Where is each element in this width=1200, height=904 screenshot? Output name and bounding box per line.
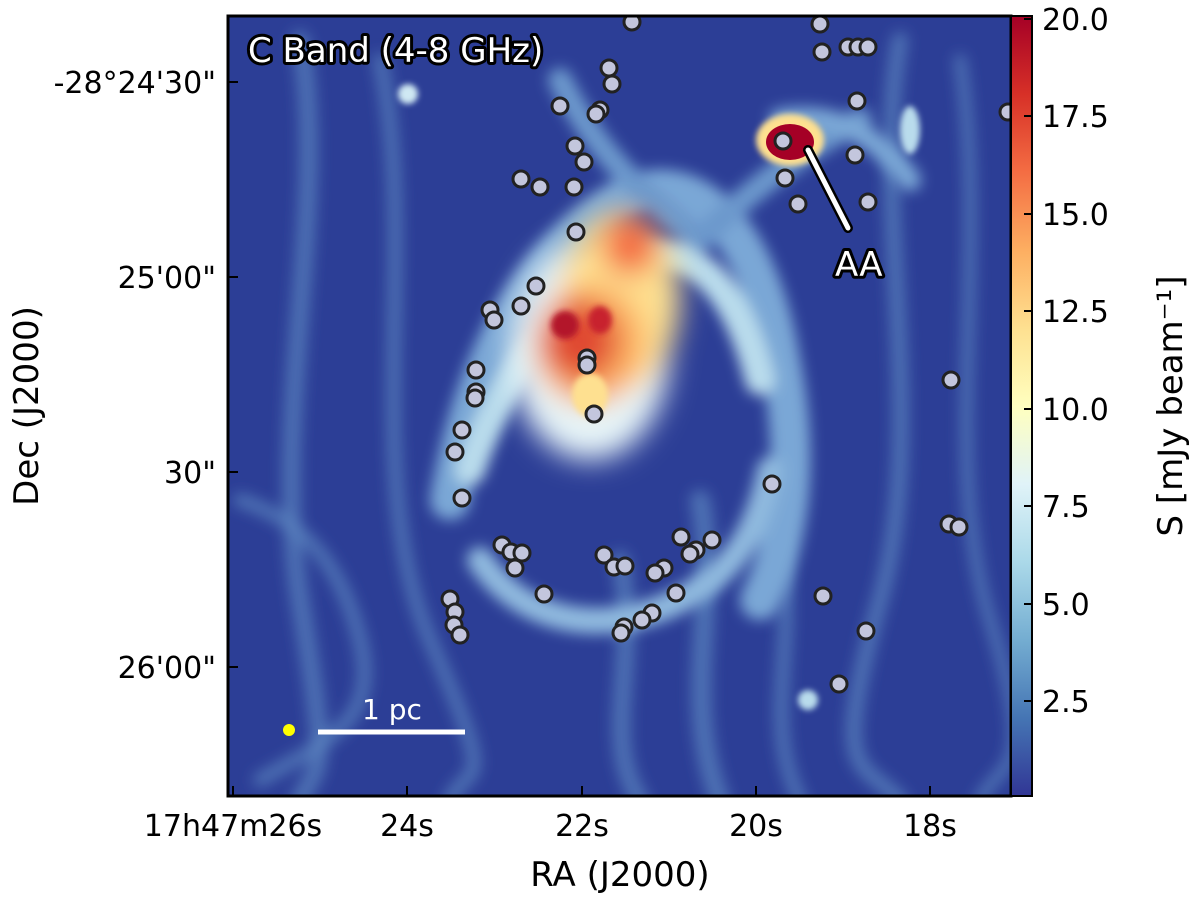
source-marker — [577, 355, 597, 375]
source-marker — [998, 102, 1011, 122]
source-marker — [847, 91, 867, 111]
source-marker — [622, 16, 642, 32]
colorbar-tick-label: 17.5 — [1042, 100, 1109, 135]
x-tick-label: 17h47m26s — [144, 809, 322, 844]
y-axis-ticks — [228, 81, 238, 668]
source-marker — [645, 563, 665, 583]
source-marker — [856, 621, 876, 641]
source-marker — [773, 131, 793, 151]
source-marker — [586, 104, 606, 124]
colorbar-tick-label: 7.5 — [1042, 490, 1090, 525]
source-marker — [671, 527, 691, 547]
scale-bar-label: 1 pc — [362, 693, 422, 726]
annotation-label: AA — [835, 245, 882, 285]
source-marker — [611, 623, 631, 643]
y-tick-label: 30" — [164, 456, 216, 491]
source-marker — [762, 474, 782, 494]
source-marker — [512, 543, 532, 563]
colorbar-tick-label: 10.0 — [1042, 393, 1109, 428]
panel-label: C Band (4-8 GHz) — [248, 31, 543, 71]
colorbar-ticks — [1024, 18, 1032, 702]
source-marker — [550, 96, 570, 116]
colorbar-tick-label: 15.0 — [1042, 198, 1109, 233]
colorbar-tick-labels: 20.0 17.5 15.0 12.5 10.0 7.5 5.0 2.5 — [1042, 3, 1109, 720]
colorbar-tick-label: 20.0 — [1042, 3, 1109, 38]
source-marker — [775, 168, 795, 188]
source-marker — [584, 404, 604, 424]
source-marker — [445, 442, 465, 462]
bright-spot — [798, 690, 818, 710]
x-tick-label: 24s — [380, 809, 434, 844]
source-marker — [594, 545, 614, 565]
beam-marker — [283, 724, 295, 736]
source-marker — [450, 625, 470, 645]
colorbar-tick-label: 2.5 — [1042, 685, 1090, 720]
colorbar — [1010, 15, 1033, 797]
source-marker — [615, 556, 635, 576]
source-marker — [599, 58, 619, 78]
y-axis-title: Dec (J2000) — [7, 306, 47, 506]
bright-spot — [398, 84, 418, 104]
source-marker — [941, 370, 961, 390]
source-marker — [858, 37, 878, 57]
source-marker — [466, 360, 486, 380]
source-marker — [949, 517, 969, 537]
source-marker — [465, 388, 485, 408]
source-marker — [666, 583, 686, 603]
source-marker — [534, 584, 554, 604]
source-marker — [511, 169, 531, 189]
x-tick-label: 18s — [903, 809, 957, 844]
source-marker — [565, 136, 585, 156]
source-marker — [574, 152, 594, 172]
y-tick-label: 25'00" — [118, 261, 216, 296]
colorbar-title: S [mJy beam⁻¹] — [1151, 275, 1191, 536]
source-marker — [632, 610, 652, 630]
source-marker — [530, 177, 550, 197]
x-tick-label: 22s — [555, 809, 609, 844]
source-marker — [845, 145, 865, 165]
source-marker — [505, 558, 525, 578]
colorbar-tick-label: 12.5 — [1042, 295, 1109, 330]
y-tick-label: -28°24'30" — [54, 66, 216, 101]
source-marker — [829, 674, 849, 694]
bright-spot — [900, 106, 920, 154]
x-axis-title: RA (J2000) — [530, 855, 709, 895]
x-axis-ticks — [232, 786, 931, 796]
x-tick-label: 20s — [729, 809, 783, 844]
source-marker — [602, 74, 622, 94]
source-marker — [511, 296, 531, 316]
source-marker — [788, 194, 808, 214]
colorbar-tick-label: 5.0 — [1042, 588, 1090, 623]
y-axis-tick-labels: -28°24'30" 25'00" 30" 26'00" — [54, 66, 216, 686]
source-markers — [440, 16, 1011, 694]
emission-map: AA C Band (4-8 GHz) 1 pc — [228, 16, 1011, 796]
source-marker — [812, 42, 832, 62]
annotation-line-inner — [805, 147, 851, 231]
source-marker — [526, 276, 546, 296]
source-marker — [810, 16, 830, 34]
source-marker — [566, 222, 586, 242]
source-marker — [680, 544, 700, 564]
source-marker — [564, 177, 584, 197]
source-marker — [452, 488, 472, 508]
x-axis-tick-labels: 17h47m26s 24s 22s 20s 18s — [144, 809, 957, 844]
source-marker — [484, 310, 504, 330]
source-marker — [858, 192, 878, 212]
source-marker — [702, 530, 722, 550]
source-marker — [452, 420, 472, 440]
source-marker — [813, 586, 833, 606]
y-tick-label: 26'00" — [118, 651, 216, 686]
